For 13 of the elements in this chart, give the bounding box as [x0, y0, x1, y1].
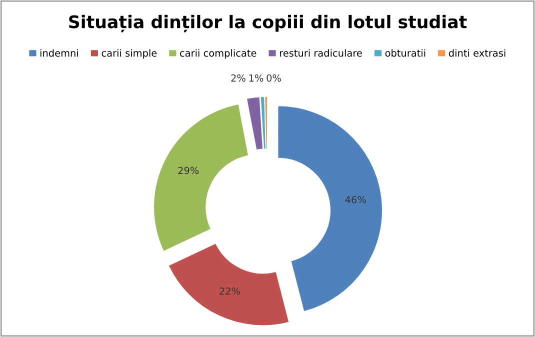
legend-label: resturi radiculare — [280, 49, 362, 57]
legend-label: obturatii — [385, 49, 426, 57]
legend-label: carii simple — [102, 49, 157, 59]
legend-label: carii complicate — [180, 49, 256, 59]
data-label: 22% — [220, 287, 240, 295]
data-label: 29% — [178, 166, 199, 174]
data-label: 0% — [266, 74, 281, 82]
legend-label: dinti extrasi — [448, 49, 506, 57]
legend-label: indemni — [40, 49, 78, 57]
chart-title: Situația dinților la copiii din lotul studiat — [69, 14, 467, 32]
data-label: 1% — [249, 74, 264, 82]
data-label: 2% — [231, 74, 246, 82]
data-label: 46% — [345, 196, 366, 204]
